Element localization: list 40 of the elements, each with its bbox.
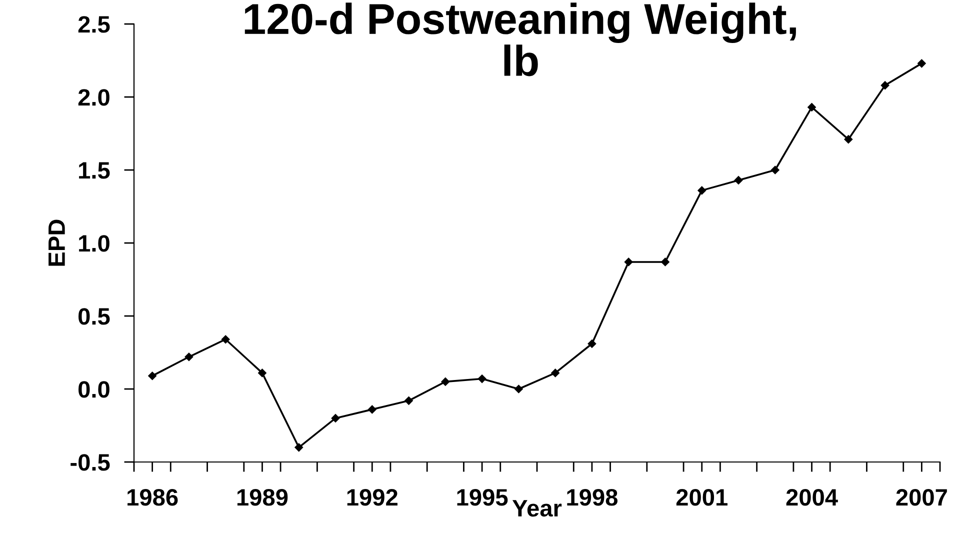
x-axis-title: Year	[512, 500, 562, 517]
point	[441, 378, 450, 386]
point	[588, 340, 596, 348]
y-tick-label: -0.5	[70, 454, 110, 471]
point	[368, 405, 376, 414]
y-tick-label: 0.0	[78, 381, 110, 398]
point	[771, 166, 780, 174]
x-tick-label: 1995	[457, 489, 508, 506]
point	[514, 384, 523, 394]
point	[148, 372, 156, 380]
chart-title: 120-d Postweaning Weight, lb	[244, 2, 796, 76]
point	[808, 103, 816, 112]
point	[184, 352, 194, 362]
y-tick-label: 2.0	[78, 89, 110, 106]
point	[624, 258, 633, 266]
x-tick-label: 1998	[567, 489, 618, 506]
x-tick-label: 1986	[128, 489, 178, 506]
point	[404, 396, 413, 405]
x-tick-label: 2007	[896, 489, 947, 506]
x-tick-label: 2004	[786, 489, 838, 506]
x-tick-label: 1989	[237, 489, 288, 506]
point	[478, 374, 486, 383]
point	[331, 414, 340, 422]
point	[880, 81, 890, 90]
point	[258, 368, 266, 378]
y-tick-label: 0.5	[78, 308, 110, 325]
y-tick-label: 1.0	[79, 235, 110, 252]
x-tick-label: 2001	[676, 489, 728, 506]
point	[844, 135, 853, 144]
point	[294, 443, 303, 452]
point	[734, 176, 743, 184]
point	[551, 368, 560, 378]
point	[698, 186, 706, 195]
y-tick-label: 2.5	[78, 16, 110, 33]
point	[221, 335, 230, 344]
point	[918, 59, 926, 68]
y-tick-label: 1.5	[79, 162, 110, 179]
point	[661, 258, 670, 266]
y-axis-title: EPD	[48, 220, 65, 266]
x-tick-label: 1992	[347, 489, 398, 506]
